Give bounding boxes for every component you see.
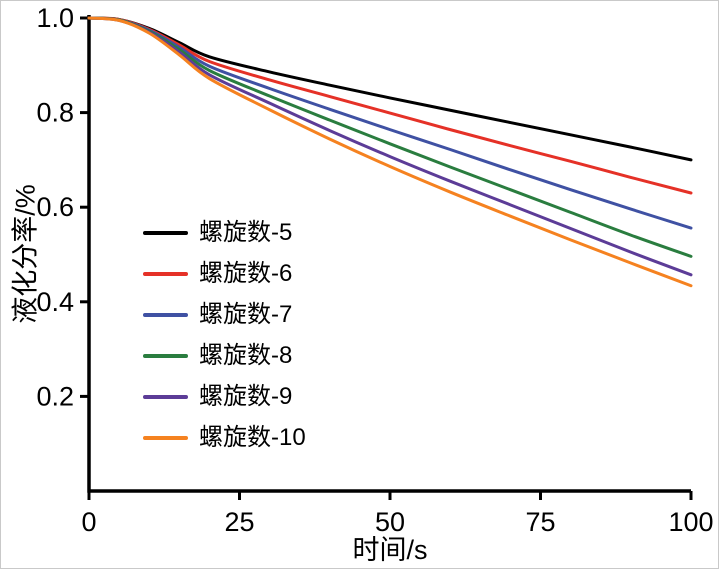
- legend-item-4: 螺旋数-9: [143, 376, 306, 417]
- y-axis-label: 液化分率/%: [10, 184, 41, 324]
- y-tick-label: 1.0: [36, 3, 74, 33]
- x-tick-label: 25: [224, 507, 254, 537]
- x-tick-label: 100: [668, 507, 713, 537]
- y-tick-label: 0.6: [36, 192, 74, 222]
- legend-item-2: 螺旋数-7: [143, 294, 306, 335]
- x-axis-label: 时间/s: [352, 535, 428, 565]
- x-tick-label: 50: [375, 507, 405, 537]
- legend-swatch-1: [143, 271, 188, 276]
- x-tick-label: 0: [81, 507, 96, 537]
- y-tick-label: 0.4: [36, 287, 74, 317]
- legend-item-0: 螺旋数-5: [143, 212, 306, 253]
- legend-label-5: 螺旋数-10: [199, 423, 306, 451]
- legend-label-3: 螺旋数-8: [199, 341, 293, 369]
- legend-swatch-4: [143, 394, 188, 399]
- series-line-0: [87, 16, 693, 162]
- legend-item-3: 螺旋数-8: [143, 335, 306, 376]
- y-tick-label: 0.2: [36, 381, 74, 411]
- legend-swatch-5: [143, 435, 188, 440]
- legend-label-0: 螺旋数-5: [199, 218, 293, 246]
- legend-item-1: 螺旋数-6: [143, 253, 306, 294]
- legend-label-2: 螺旋数-7: [199, 300, 293, 328]
- legend-label-1: 螺旋数-6: [199, 259, 293, 287]
- legend-item-5: 螺旋数-10: [143, 417, 306, 458]
- x-tick-label: 75: [525, 507, 555, 537]
- legend-swatch-2: [143, 312, 188, 317]
- legend: 螺旋数-5 螺旋数-6 螺旋数-7 螺旋数-8 螺旋数-9 螺旋数-10: [143, 212, 306, 458]
- legend-label-4: 螺旋数-9: [199, 382, 293, 410]
- y-tick-label: 0.8: [36, 98, 74, 128]
- legend-swatch-0: [143, 230, 188, 235]
- legend-swatch-3: [143, 353, 188, 358]
- series-line-5: [87, 16, 693, 288]
